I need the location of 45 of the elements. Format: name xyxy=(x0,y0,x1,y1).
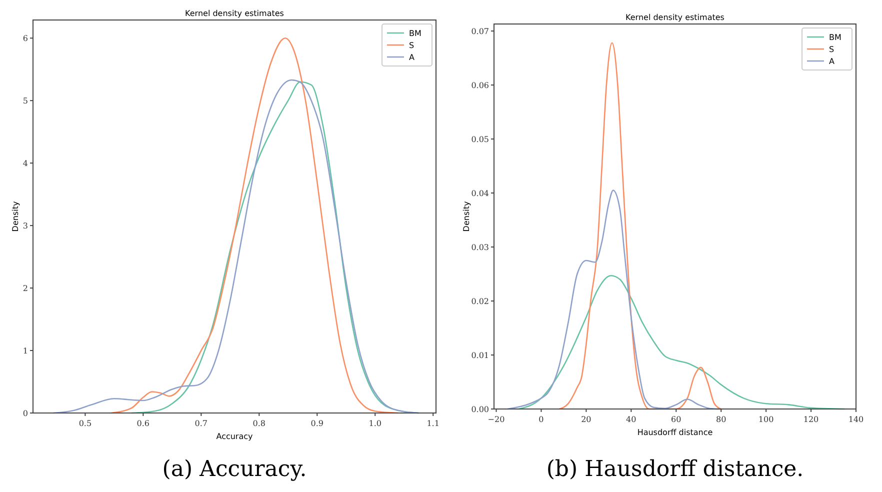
y-tick-label: 5 xyxy=(22,96,28,106)
y-tick-label: 3 xyxy=(22,222,28,231)
x-tick-label: 0.6 xyxy=(136,419,150,428)
x-tick-label: 0.5 xyxy=(78,419,92,428)
y-tick-label: 0.00 xyxy=(471,405,489,414)
x-axis-title: Hausdorff distance xyxy=(637,428,713,437)
y-tick-label: 0.02 xyxy=(471,297,489,306)
text: (a) Accuracy. xyxy=(162,457,307,482)
chart-title: Kernel density estimates xyxy=(185,9,284,18)
y-axis-title: Density xyxy=(462,201,471,232)
x-axis-title: Accuracy xyxy=(216,432,254,441)
legend-label: BM xyxy=(829,33,842,42)
y-tick-label: 6 xyxy=(22,34,28,44)
y-tick-label: 2 xyxy=(22,284,28,294)
y-tick-label: 0.03 xyxy=(471,243,489,252)
y-tick-label: 1 xyxy=(22,346,28,356)
chart-title: Kernel density estimates xyxy=(626,13,724,22)
x-tick-label: 40 xyxy=(626,415,636,424)
legend-label: A xyxy=(409,53,415,62)
legend-label: S xyxy=(829,45,834,54)
y-tick-label: 0.01 xyxy=(471,351,489,360)
text: (b) Hausdorff distance. xyxy=(546,457,804,482)
x-tick-label: 140 xyxy=(848,415,864,424)
y-tick-label: 0.06 xyxy=(471,81,489,90)
x-tick-label: 1.0 xyxy=(368,419,382,428)
y-tick-label: 0.07 xyxy=(471,27,489,36)
x-tick-label: 0.7 xyxy=(194,419,208,428)
x-tick-label: 0 xyxy=(538,415,544,424)
x-tick-label: 20 xyxy=(581,415,592,424)
legend-label: A xyxy=(829,57,835,66)
legend-label: BM xyxy=(409,29,422,38)
y-tick-label: 0 xyxy=(22,409,28,418)
y-tick-label: 0.05 xyxy=(471,135,489,144)
x-tick-label: 0.9 xyxy=(310,419,324,428)
x-tick-label: 120 xyxy=(803,415,819,424)
y-tick-label: 0.04 xyxy=(471,189,489,198)
x-tick-label: 0.8 xyxy=(252,419,266,428)
x-tick-label: −20 xyxy=(488,415,505,424)
x-tick-label: 80 xyxy=(716,415,726,424)
x-tick-label: 1.1 xyxy=(426,419,440,428)
y-axis-title: Density xyxy=(11,201,20,232)
legend-label: S xyxy=(409,41,414,50)
x-tick-label: 100 xyxy=(758,415,774,424)
x-tick-label: 60 xyxy=(671,415,682,424)
y-tick-label: 4 xyxy=(22,159,28,168)
